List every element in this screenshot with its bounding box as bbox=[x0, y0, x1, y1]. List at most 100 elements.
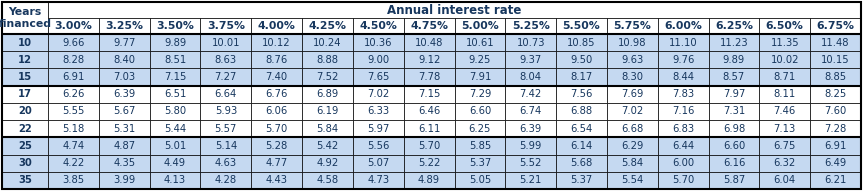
Text: 5.68: 5.68 bbox=[570, 158, 593, 168]
Bar bbox=[404, 137, 455, 155]
Text: 5.70: 5.70 bbox=[266, 124, 287, 134]
Text: 5.57: 5.57 bbox=[215, 124, 237, 134]
Bar bbox=[658, 103, 709, 120]
Text: 5.85: 5.85 bbox=[469, 141, 491, 151]
Text: 7.69: 7.69 bbox=[621, 89, 644, 99]
Bar bbox=[302, 34, 353, 51]
Text: 10.98: 10.98 bbox=[618, 38, 646, 48]
Text: 7.15: 7.15 bbox=[164, 72, 186, 82]
Bar bbox=[2, 2, 48, 34]
Bar bbox=[48, 172, 98, 189]
Text: 4.73: 4.73 bbox=[368, 175, 389, 185]
Text: 3.25%: 3.25% bbox=[105, 21, 143, 31]
Bar bbox=[709, 120, 759, 137]
Text: 5.42: 5.42 bbox=[317, 141, 338, 151]
Bar bbox=[200, 86, 251, 103]
Text: 7.56: 7.56 bbox=[570, 89, 593, 99]
Text: 7.65: 7.65 bbox=[367, 72, 389, 82]
Text: 5.21: 5.21 bbox=[520, 175, 542, 185]
Bar bbox=[48, 18, 98, 34]
Bar bbox=[658, 51, 709, 68]
Bar bbox=[810, 103, 861, 120]
Bar bbox=[251, 155, 302, 172]
Bar bbox=[658, 120, 709, 137]
Bar bbox=[556, 155, 607, 172]
Bar bbox=[455, 103, 506, 120]
Text: 6.33: 6.33 bbox=[368, 107, 389, 117]
Text: 10.12: 10.12 bbox=[262, 38, 291, 48]
Text: 7.27: 7.27 bbox=[215, 72, 237, 82]
Text: 22: 22 bbox=[18, 124, 32, 134]
Text: 5.05: 5.05 bbox=[469, 175, 491, 185]
Bar bbox=[149, 51, 200, 68]
Bar bbox=[98, 51, 149, 68]
Text: 7.02: 7.02 bbox=[621, 107, 644, 117]
Bar bbox=[506, 137, 556, 155]
Text: 7.78: 7.78 bbox=[418, 72, 440, 82]
Text: 15: 15 bbox=[18, 72, 32, 82]
Text: 11.23: 11.23 bbox=[720, 38, 748, 48]
Bar bbox=[556, 34, 607, 51]
Bar bbox=[658, 18, 709, 34]
Bar bbox=[759, 120, 810, 137]
Text: 5.25%: 5.25% bbox=[512, 21, 550, 31]
Text: 10.02: 10.02 bbox=[771, 55, 799, 65]
Text: 8.40: 8.40 bbox=[113, 55, 135, 65]
Bar bbox=[2, 137, 48, 155]
Bar bbox=[709, 103, 759, 120]
Text: 8.25: 8.25 bbox=[824, 89, 847, 99]
Text: 7.91: 7.91 bbox=[469, 72, 491, 82]
Text: 7.40: 7.40 bbox=[266, 72, 287, 82]
Text: 10.85: 10.85 bbox=[567, 38, 595, 48]
Bar bbox=[98, 137, 149, 155]
Text: 10.24: 10.24 bbox=[313, 38, 342, 48]
Text: 10.15: 10.15 bbox=[822, 55, 850, 65]
Text: 5.93: 5.93 bbox=[215, 107, 237, 117]
Bar bbox=[759, 172, 810, 189]
Text: 8.76: 8.76 bbox=[266, 55, 287, 65]
Bar bbox=[506, 51, 556, 68]
Text: 30: 30 bbox=[18, 158, 32, 168]
Bar bbox=[353, 172, 404, 189]
Bar bbox=[2, 103, 48, 120]
Text: 6.11: 6.11 bbox=[418, 124, 440, 134]
Text: 5.67: 5.67 bbox=[113, 107, 135, 117]
Text: 6.46: 6.46 bbox=[418, 107, 440, 117]
Bar bbox=[149, 155, 200, 172]
Bar bbox=[302, 86, 353, 103]
Text: 6.29: 6.29 bbox=[621, 141, 644, 151]
Text: 7.29: 7.29 bbox=[469, 89, 491, 99]
Bar bbox=[200, 172, 251, 189]
Bar bbox=[556, 18, 607, 34]
Bar bbox=[658, 155, 709, 172]
Text: 8.11: 8.11 bbox=[773, 89, 796, 99]
Bar bbox=[810, 155, 861, 172]
Text: 4.87: 4.87 bbox=[113, 141, 135, 151]
Text: 6.16: 6.16 bbox=[723, 158, 745, 168]
Bar bbox=[556, 137, 607, 155]
Text: 10.73: 10.73 bbox=[516, 38, 545, 48]
Bar bbox=[98, 18, 149, 34]
Bar bbox=[506, 103, 556, 120]
Text: 10.61: 10.61 bbox=[466, 38, 494, 48]
Text: 5.56: 5.56 bbox=[367, 141, 389, 151]
Bar bbox=[810, 120, 861, 137]
Bar bbox=[149, 120, 200, 137]
Bar bbox=[506, 68, 556, 86]
Bar bbox=[759, 103, 810, 120]
Text: 8.44: 8.44 bbox=[672, 72, 694, 82]
Text: 6.68: 6.68 bbox=[621, 124, 644, 134]
Bar bbox=[48, 86, 98, 103]
Bar bbox=[149, 103, 200, 120]
Text: 6.83: 6.83 bbox=[672, 124, 694, 134]
Bar bbox=[98, 34, 149, 51]
Text: 9.76: 9.76 bbox=[672, 55, 695, 65]
Text: 6.19: 6.19 bbox=[316, 107, 338, 117]
Bar bbox=[810, 34, 861, 51]
Text: 7.13: 7.13 bbox=[773, 124, 796, 134]
Bar bbox=[607, 51, 658, 68]
Text: 6.60: 6.60 bbox=[723, 141, 745, 151]
Text: 7.46: 7.46 bbox=[773, 107, 796, 117]
Bar bbox=[251, 86, 302, 103]
Bar bbox=[709, 68, 759, 86]
